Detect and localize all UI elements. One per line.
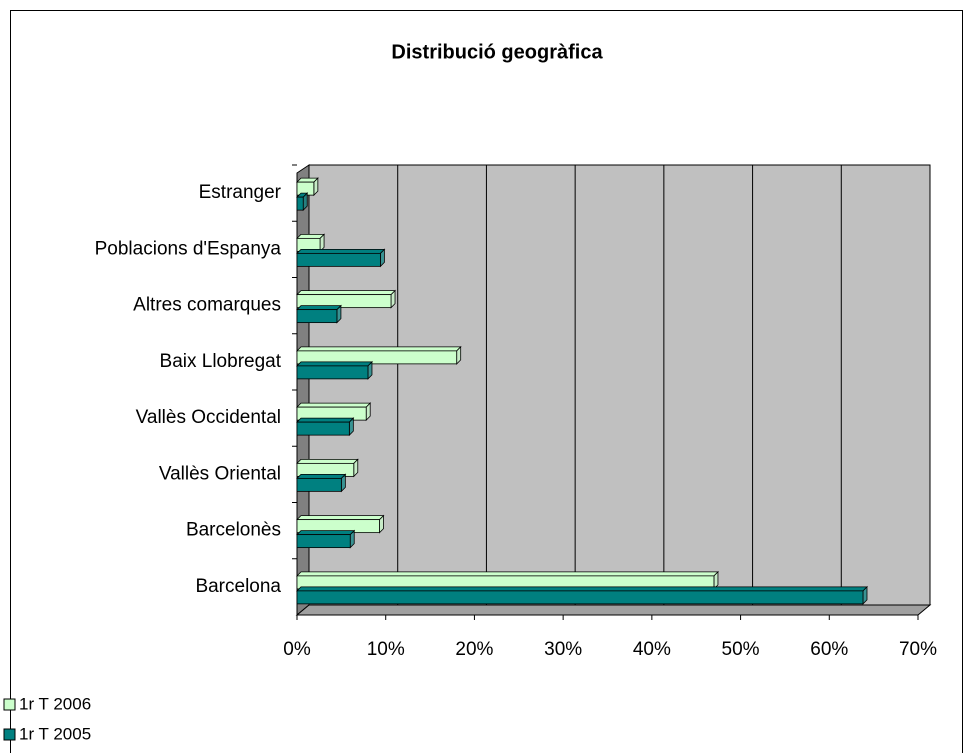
bar-top [296, 361, 373, 367]
bar [296, 590, 864, 605]
y-tick-label: Barcelona [195, 576, 281, 597]
y-tick-label: Altres comarques [133, 295, 281, 316]
legend-label: 1r T 2006 [19, 694, 91, 713]
x-tick-label: 50% [722, 639, 760, 660]
bar-top [296, 248, 386, 254]
bar-top [296, 305, 342, 311]
bar [296, 365, 369, 380]
bar [296, 196, 304, 211]
bar [296, 534, 351, 549]
x-tick-label: 40% [633, 639, 671, 660]
x-tick-label: 30% [544, 639, 582, 660]
bar-top [296, 571, 719, 577]
bar-top [296, 417, 355, 423]
y-tick-label: Baix Llobregat [160, 351, 282, 372]
y-tick-label: Estranger [199, 182, 282, 203]
legend-label: 1r T 2005 [19, 724, 91, 743]
bar [296, 477, 342, 492]
legend-swatch [3, 698, 16, 711]
bar-top [296, 515, 385, 521]
chart-title: Distribució geogràfica [391, 41, 603, 63]
bar [296, 294, 392, 309]
y-tick-label: Barcelonès [186, 520, 281, 541]
x-tick-label: 70% [899, 639, 937, 660]
bar [296, 350, 458, 365]
x-tick-label: 10% [367, 639, 405, 660]
bar-top [296, 586, 868, 592]
y-tick-label: Poblacions d'Espanya [95, 238, 282, 259]
bar [296, 421, 350, 436]
bar [296, 252, 381, 267]
y-tick-label: Vallès Oriental [159, 463, 281, 484]
x-tick-label: 20% [455, 639, 493, 660]
bar-top [296, 458, 359, 464]
y-tick-label: Vallès Occidental [136, 407, 281, 428]
bar-top [296, 530, 356, 536]
bar-top [296, 346, 462, 352]
x-tick-label: 60% [810, 639, 848, 660]
x-tick-label: 0% [283, 639, 311, 660]
bar-top [296, 290, 397, 296]
bar [296, 309, 338, 324]
back-wall [308, 164, 931, 606]
floor [295, 604, 932, 616]
bar-top [296, 473, 347, 479]
legend-swatch [3, 728, 16, 741]
bar-top [296, 402, 372, 408]
bar-top [296, 233, 326, 239]
